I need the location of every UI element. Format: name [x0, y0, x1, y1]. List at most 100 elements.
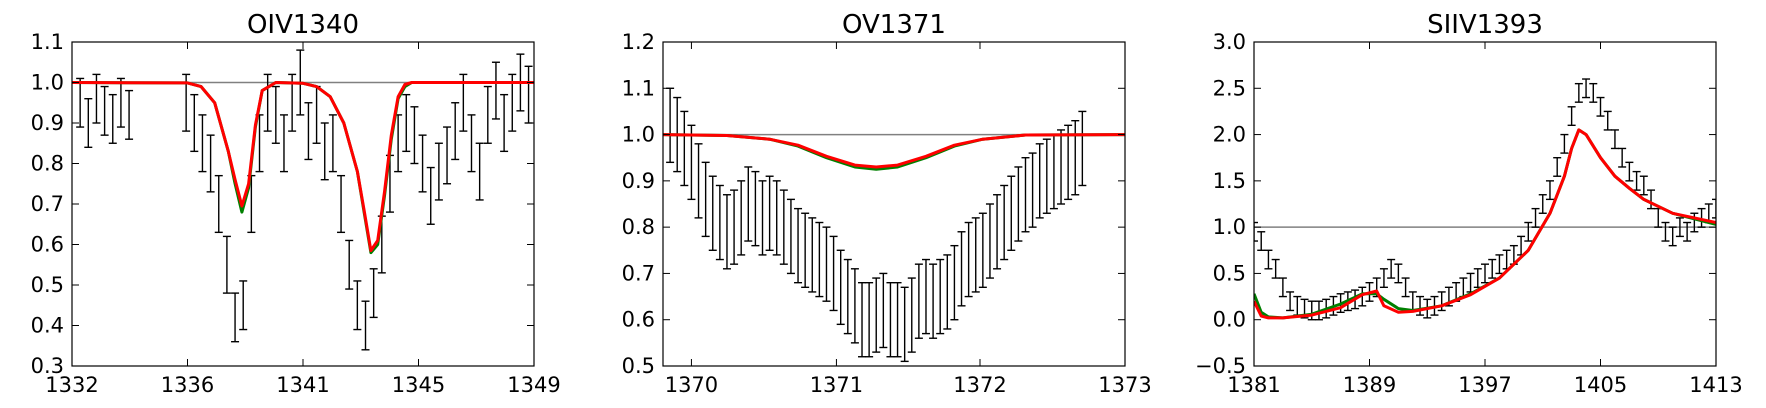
data-errorbar [957, 231, 966, 307]
axes-frame [662, 41, 1126, 367]
data-errorbar [1271, 258, 1280, 279]
chart-title: SIIV1393 [1427, 10, 1543, 40]
data-errorbar [1071, 119, 1080, 196]
y-tick-label: 2.5 [1213, 76, 1246, 100]
data-errorbar [1437, 291, 1446, 312]
data-errorbar [434, 142, 443, 201]
data-errorbar [737, 180, 746, 256]
data-errorbar [320, 122, 329, 181]
y-tick-label: 0.4 [31, 314, 64, 338]
data-errorbar [1582, 78, 1591, 99]
data-errorbar [1401, 277, 1410, 298]
x-tick-label: 1371 [810, 373, 863, 397]
y-tick-label: 0.6 [622, 308, 655, 332]
data-errorbar [483, 85, 492, 144]
data-errorbar [964, 221, 973, 298]
data-errorbar [84, 97, 93, 149]
data-errorbar [1610, 129, 1619, 150]
y-tick-label: 3.0 [1213, 30, 1246, 54]
data-errorbar [1524, 221, 1533, 242]
axes-frame [71, 41, 535, 367]
model-curve-red [72, 81, 534, 253]
plot-area [72, 49, 534, 351]
data-errorbar [1603, 110, 1612, 131]
data-errorbar [279, 114, 288, 173]
data-errorbar [369, 268, 378, 319]
data-errorbar [116, 77, 125, 128]
y-tick-label: 1.0 [1213, 215, 1246, 239]
data-errorbar [1387, 258, 1396, 279]
data-errorbar [190, 93, 199, 153]
data-errorbar [1254, 221, 1258, 242]
data-errorbar [1416, 295, 1425, 316]
data-errorbar [76, 77, 85, 128]
data-errorbar [1293, 295, 1302, 316]
data-errorbar [1042, 138, 1051, 214]
data-errorbar [929, 263, 938, 339]
plot-area [1254, 78, 1716, 321]
y-tick-label: 0.5 [622, 354, 655, 378]
chart-panel-2: 0.5 0.6 0.7 0.8 0.9 1.0 1.1 1.2 1370 1371 1372 1373… [622, 10, 1152, 397]
x-tick-label: 1370 [665, 373, 718, 397]
data-errorbar [794, 207, 803, 284]
x-tick-label: 1349 [507, 373, 560, 397]
data-errorbar [1473, 268, 1482, 289]
data-errorbar [1064, 124, 1073, 201]
data-errorbar [1531, 207, 1540, 228]
data-errorbar [1264, 249, 1273, 270]
data-errorbar [402, 93, 411, 153]
data-errorbar [1553, 157, 1562, 177]
data-errorbar [345, 239, 354, 290]
x-tick-label: 1389 [1343, 373, 1396, 397]
data-errorbar [815, 221, 824, 298]
y-tick-label: 0.0 [1213, 308, 1246, 332]
data-errorbar [100, 85, 109, 136]
data-errorbar [1618, 147, 1627, 168]
data-errorbar [500, 93, 509, 153]
y-tick-label: 2.0 [1213, 123, 1246, 147]
model-curve-red [663, 133, 1125, 169]
x-tick-label: 1345 [392, 373, 445, 397]
data-errorbar [744, 166, 753, 242]
data-errorbar [858, 281, 867, 358]
data-errorbar [467, 114, 476, 173]
data-errorbar [263, 73, 272, 132]
data-errorbar [1057, 129, 1066, 205]
data-errorbar [993, 194, 1002, 270]
y-tick-label: 0.5 [1213, 261, 1246, 285]
data-errorbar [1394, 263, 1403, 284]
chart-title: OIV1340 [247, 10, 359, 40]
data-errorbar [1668, 226, 1677, 247]
y-tick-label: 0.8 [622, 215, 655, 239]
chart-panel-1: 0.3 0.4 0.5 0.6 0.7 0.8 0.9 1.0 1.1 1332 1336 1341 1… [31, 10, 561, 397]
data-errorbar [361, 300, 370, 351]
data-errorbar [353, 280, 362, 331]
data-errorbar [708, 175, 717, 251]
data-errorbar [694, 143, 703, 219]
data-errorbar [765, 175, 774, 251]
data-errorbar [921, 258, 930, 335]
y-tick-label: 1.1 [31, 30, 64, 54]
x-tick-label: 1336 [161, 373, 214, 397]
chart-panel-3: −0.5 0.0 0.5 1.0 1.5 2.0 2.5 3.0 1381 1389 1397 140… [1195, 10, 1743, 397]
data-errorbar [222, 235, 231, 294]
data-errorbar [1567, 106, 1576, 127]
y-tick-label: 0.3 [31, 354, 64, 378]
data-errorbar [808, 217, 817, 293]
data-errorbar [1654, 207, 1663, 228]
data-errorbar [801, 212, 810, 289]
data-errorbar [879, 272, 888, 349]
data-errorbar [271, 85, 280, 144]
data-errorbar [936, 258, 945, 335]
data-errorbar [1632, 170, 1641, 191]
data-errorbar [1049, 133, 1058, 210]
model-curve-green [72, 81, 534, 255]
data-errorbar [865, 281, 874, 358]
data-errorbar [886, 281, 895, 358]
y-tick-label: 1.5 [1213, 169, 1246, 193]
y-tick-label: 1.0 [31, 71, 64, 95]
y-tick-label: 0.7 [31, 192, 64, 216]
data-errorbar [715, 184, 724, 261]
data-errorbar [1502, 249, 1511, 270]
